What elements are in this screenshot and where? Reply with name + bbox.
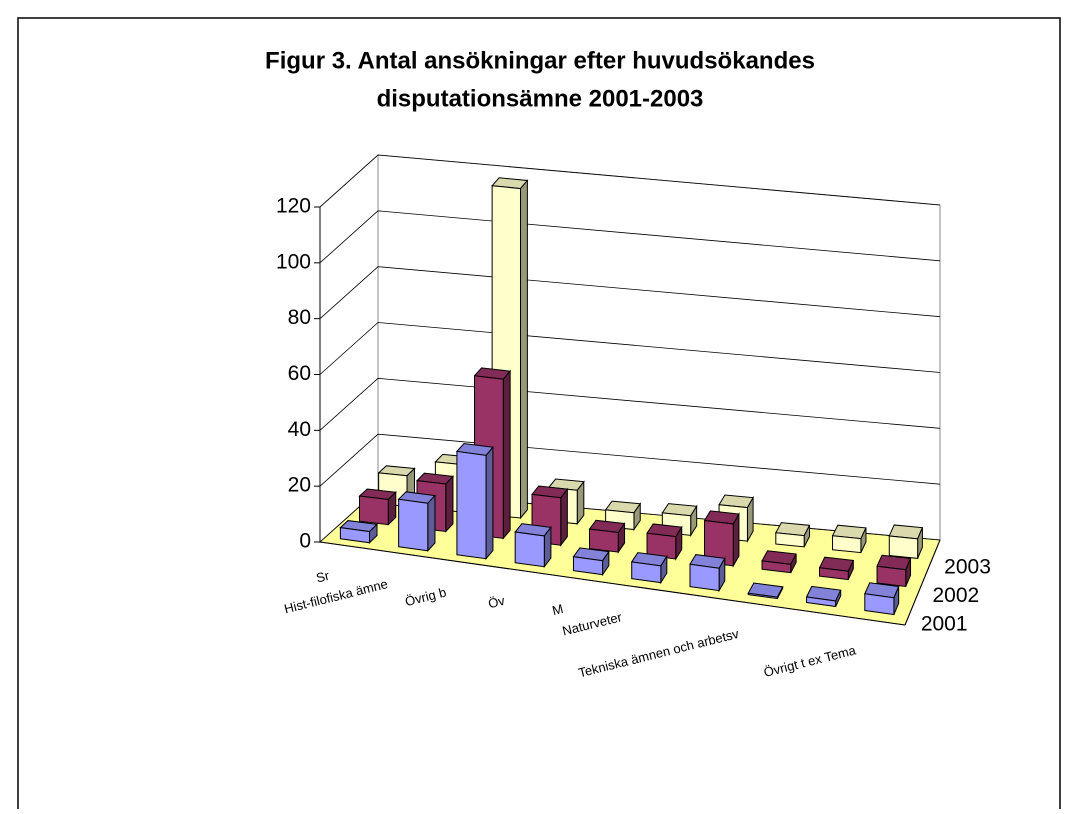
bar-side: [427, 494, 436, 553]
bar-side: [560, 487, 568, 547]
bar-front: [589, 528, 619, 553]
bar-front: [359, 495, 389, 526]
bar-side: [445, 475, 454, 533]
y-tick-label: 100: [276, 250, 311, 273]
bar-front: [876, 565, 907, 588]
bar-front: [806, 596, 837, 608]
bar-front: [572, 556, 604, 576]
grid-line: [319, 154, 941, 208]
bar-side: [732, 512, 740, 568]
y-tick-label: 120: [276, 195, 311, 218]
bar-front: [832, 535, 862, 554]
bar-front: [761, 560, 792, 574]
grid-line: [319, 322, 941, 375]
series-label: 2002: [933, 584, 980, 607]
x-tick-label: Öv: [487, 593, 507, 612]
y-tick-label: 0: [299, 530, 311, 553]
grid-line: [319, 266, 941, 319]
y-tick-label: 40: [288, 418, 311, 441]
series-label: 2001: [921, 612, 968, 635]
bar-front: [775, 532, 805, 548]
y-tick-label: 20: [288, 474, 311, 497]
x-tick-label: M: [551, 601, 565, 618]
y-tick-label: 80: [288, 306, 311, 329]
bar-front: [514, 531, 545, 568]
bar-side: [502, 369, 511, 540]
grid-line: [319, 377, 941, 431]
bar-front: [689, 563, 720, 592]
bar-front: [747, 592, 778, 600]
bar-side: [485, 445, 494, 561]
bar-front: [888, 535, 919, 559]
bar-front: [864, 593, 895, 616]
bar-front: [398, 498, 429, 552]
x-axis: [319, 541, 906, 626]
grid-line: [319, 433, 941, 487]
bar-front: [631, 561, 662, 584]
chart-title: disputationsämne 2001-2003: [377, 85, 704, 112]
depth-axis: [904, 539, 941, 626]
grid-line: [319, 210, 941, 264]
chart-title: Figur 3. Antal ansökningar efter huvudsö…: [265, 47, 815, 74]
bar-front: [456, 450, 487, 560]
bar-front: [819, 567, 849, 581]
bar-front: [339, 527, 371, 544]
series-label: 2003: [944, 556, 991, 579]
bar-side: [519, 179, 528, 520]
x-tick-label: Sr: [315, 568, 332, 586]
y-tick-label: 60: [288, 362, 311, 385]
